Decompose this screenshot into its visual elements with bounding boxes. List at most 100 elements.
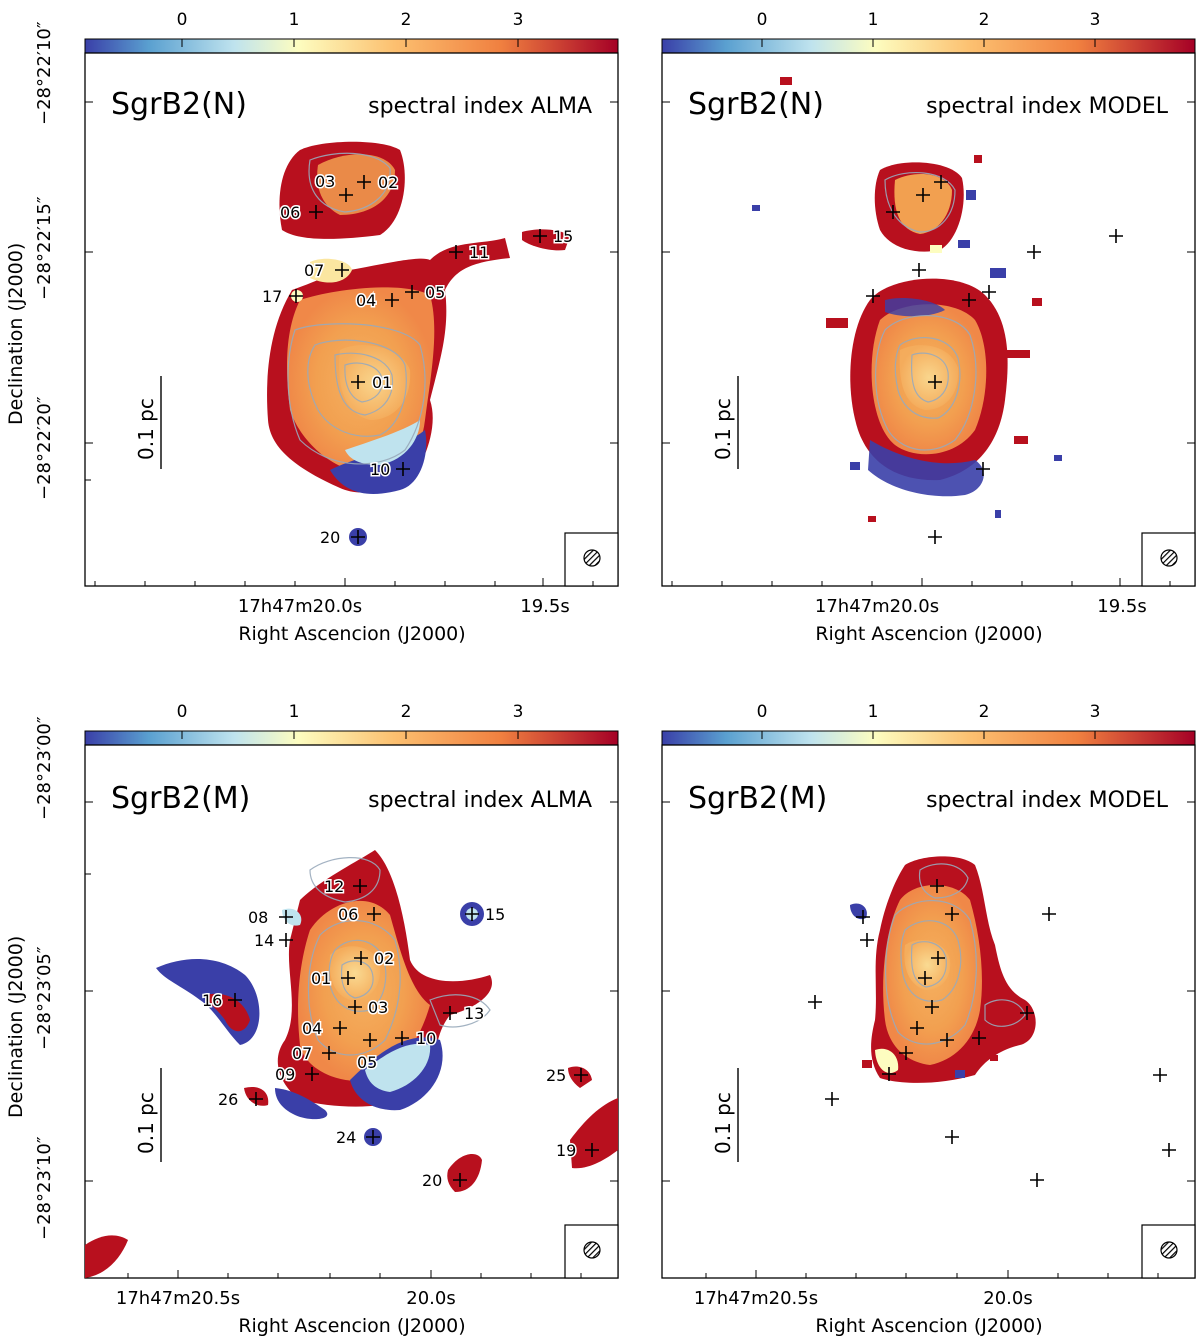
scale-bar-label: 0.1 pc (134, 1092, 158, 1154)
x-tick-label: 19.5s (520, 596, 569, 617)
spectral-index-map (850, 856, 1036, 1083)
source-label: 06 (280, 203, 300, 222)
panel-bottom-left: 0 1 2 3 (5, 702, 619, 1337)
source-label: 07 (304, 261, 324, 280)
scale-bar: 0.1 pc (134, 1068, 162, 1162)
axis-ticks (662, 101, 1195, 586)
x-tick-label: 17h47m20.0s (238, 596, 362, 617)
panel-subtitle: spectral index MODEL (926, 788, 1169, 813)
panel-title: SgrB2(N) (688, 87, 824, 122)
beam (564, 1224, 619, 1279)
panel-title: SgrB2(M) (688, 781, 827, 816)
source-markers (866, 175, 1123, 544)
beam (1141, 532, 1196, 587)
colorbar-tick-label: 3 (1090, 702, 1101, 722)
x-tick-label: 17h47m20.5s (694, 1288, 818, 1309)
source-label: 04 (302, 1019, 322, 1038)
y-tick-label: −28°23′05″ (34, 946, 55, 1050)
y-tick-label: −28°23′00″ (34, 716, 55, 820)
beam (564, 532, 619, 587)
scale-bar-label: 0.1 pc (711, 1092, 735, 1154)
colorbar-tick-label: 1 (289, 10, 300, 30)
x-axis-label: Right Ascencion (J2000) (815, 1315, 1042, 1337)
source-label: 01 (311, 969, 331, 988)
source-label: 15 (553, 227, 573, 246)
x-axis-label: Right Ascencion (J2000) (238, 623, 465, 645)
axis-ticks (662, 801, 1195, 1278)
colorbar-tick-label: 0 (177, 10, 188, 30)
colorbar-tick-label: 2 (401, 10, 412, 30)
x-tick-label: 17h47m20.0s (815, 596, 939, 617)
colorbar-tick-label: 1 (289, 702, 300, 722)
source-label: 11 (469, 243, 489, 262)
colorbar (661, 38, 1196, 54)
scale-bar-label: 0.1 pc (134, 398, 158, 460)
panel-bottom-right: 0 1 2 3 (661, 702, 1196, 1337)
scale-bar: 0.1 pc (134, 376, 162, 469)
colorbar-ticks (181, 39, 519, 47)
panel-top-left: 0 1 2 3 (5, 10, 619, 645)
source-label: 19 (556, 1141, 576, 1160)
source-label: 06 (338, 905, 358, 924)
source-markers (289, 175, 547, 544)
y-axis-label: Declination (J2000) (5, 936, 27, 1118)
source-label: 13 (464, 1004, 484, 1023)
source-label: 15 (485, 905, 505, 924)
y-tick-label: −28°23′10″ (34, 1136, 55, 1240)
spectral-index-map (85, 850, 618, 1278)
source-label: 08 (248, 908, 268, 927)
source-label: 09 (275, 1065, 295, 1084)
source-labels: 01 02 03 05 04 06 07 10 11 15 17 20 (261, 171, 575, 549)
beam (1141, 1224, 1196, 1279)
panel-subtitle: spectral index ALMA (368, 788, 592, 813)
scale-bar: 0.1 pc (711, 1068, 739, 1162)
source-label: 10 (370, 460, 390, 479)
colorbar-ticks (761, 731, 1096, 739)
colorbar-tick-label: 3 (513, 10, 524, 30)
source-label: 05 (357, 1053, 377, 1072)
colorbar-tick-label: 0 (177, 702, 188, 722)
source-label: 03 (368, 998, 388, 1017)
source-label: 03 (315, 172, 335, 191)
source-label: 16 (202, 991, 222, 1010)
panel-subtitle: spectral index MODEL (926, 94, 1169, 119)
colorbar-tick-label: 1 (868, 702, 879, 722)
source-labels: 12 08 06 14 15 02 01 16 03 13 04 10 07 0… (201, 876, 578, 1192)
y-tick-label: −28°22′10″ (34, 21, 55, 125)
source-markers (228, 879, 599, 1187)
colorbar (84, 730, 619, 746)
source-label: 02 (378, 173, 398, 192)
colorbar-tick-label: 0 (757, 10, 768, 30)
y-tick-label: −28°22′20″ (34, 396, 55, 500)
colorbar-tick-label: 2 (979, 702, 990, 722)
panel-top-right: 0 1 2 3 (661, 10, 1196, 645)
y-tick-label: −28°22′15″ (34, 196, 55, 300)
x-axis-label: Right Ascencion (J2000) (815, 623, 1042, 645)
source-label: 07 (292, 1044, 312, 1063)
colorbar (84, 38, 619, 54)
source-label: 04 (356, 291, 376, 310)
panel-subtitle: spectral index ALMA (368, 94, 592, 119)
scale-bar: 0.1 pc (711, 376, 739, 469)
source-label: 26 (218, 1090, 238, 1109)
panel-title: SgrB2(N) (111, 87, 247, 122)
panel-title: SgrB2(M) (111, 781, 250, 816)
source-label: 02 (374, 949, 394, 968)
y-axis-label: Declination (J2000) (5, 243, 27, 425)
source-label: 25 (546, 1066, 566, 1085)
colorbar-tick-label: 1 (868, 10, 879, 30)
source-label: 05 (425, 283, 445, 302)
source-label: 10 (416, 1029, 436, 1048)
source-label: 12 (324, 877, 344, 896)
source-label: 17 (262, 287, 282, 306)
x-tick-label: 20.0s (406, 1288, 455, 1309)
source-label: 01 (372, 373, 392, 392)
source-label: 20 (320, 528, 340, 547)
source-markers (808, 879, 1176, 1187)
colorbar-ticks (181, 731, 519, 739)
colorbar-tick-label: 3 (513, 702, 524, 722)
x-axis-label: Right Ascencion (J2000) (238, 1315, 465, 1337)
axis-ticks (85, 801, 618, 1278)
colorbar-ticks (761, 39, 1096, 47)
